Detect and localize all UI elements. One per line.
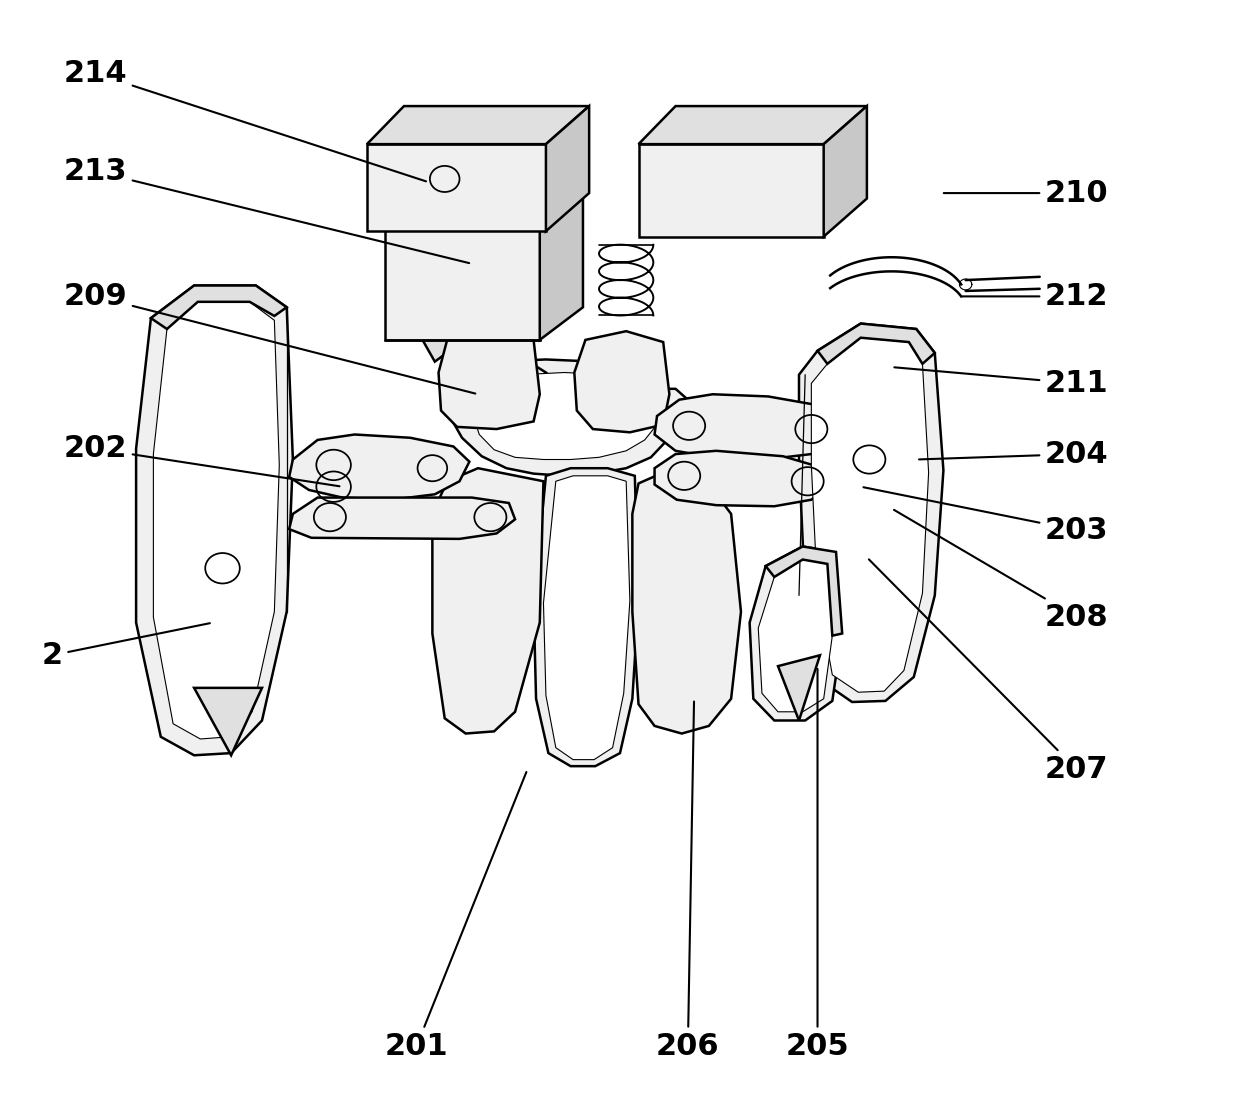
- Polygon shape: [448, 360, 676, 475]
- Text: 201: 201: [384, 772, 527, 1061]
- Text: 210: 210: [944, 178, 1109, 208]
- Text: 207: 207: [869, 560, 1109, 784]
- Polygon shape: [367, 106, 589, 144]
- Polygon shape: [433, 468, 543, 733]
- Polygon shape: [639, 144, 823, 236]
- Text: 209: 209: [63, 282, 475, 393]
- Text: 206: 206: [656, 702, 719, 1061]
- Polygon shape: [367, 144, 546, 231]
- Text: 2: 2: [42, 623, 210, 670]
- Polygon shape: [154, 302, 279, 739]
- Polygon shape: [543, 475, 630, 760]
- Polygon shape: [574, 331, 670, 433]
- Polygon shape: [758, 560, 832, 712]
- Polygon shape: [539, 188, 583, 340]
- Polygon shape: [655, 395, 842, 459]
- Polygon shape: [386, 188, 583, 221]
- Polygon shape: [765, 546, 842, 636]
- Polygon shape: [386, 221, 539, 340]
- Polygon shape: [655, 450, 830, 506]
- Text: 204: 204: [919, 439, 1109, 469]
- Polygon shape: [823, 106, 867, 236]
- Polygon shape: [136, 285, 293, 755]
- Polygon shape: [472, 373, 660, 459]
- Polygon shape: [639, 106, 867, 144]
- Polygon shape: [533, 468, 639, 766]
- Polygon shape: [195, 687, 262, 755]
- Polygon shape: [799, 324, 944, 702]
- Polygon shape: [423, 318, 472, 362]
- Text: 214: 214: [63, 59, 427, 181]
- Polygon shape: [811, 338, 929, 692]
- Text: 211: 211: [894, 367, 1109, 398]
- Text: 213: 213: [63, 156, 469, 263]
- Text: 202: 202: [63, 434, 340, 486]
- Text: 203: 203: [863, 487, 1109, 544]
- Polygon shape: [289, 497, 515, 539]
- Polygon shape: [439, 334, 539, 430]
- Text: 212: 212: [962, 282, 1109, 310]
- Polygon shape: [289, 435, 470, 500]
- Polygon shape: [750, 546, 842, 720]
- Polygon shape: [632, 472, 742, 733]
- Polygon shape: [441, 389, 688, 416]
- Text: 205: 205: [786, 669, 849, 1061]
- Polygon shape: [817, 324, 935, 364]
- Polygon shape: [151, 285, 286, 329]
- Text: 208: 208: [894, 509, 1109, 632]
- Polygon shape: [777, 655, 820, 720]
- Polygon shape: [546, 106, 589, 231]
- Polygon shape: [423, 318, 546, 400]
